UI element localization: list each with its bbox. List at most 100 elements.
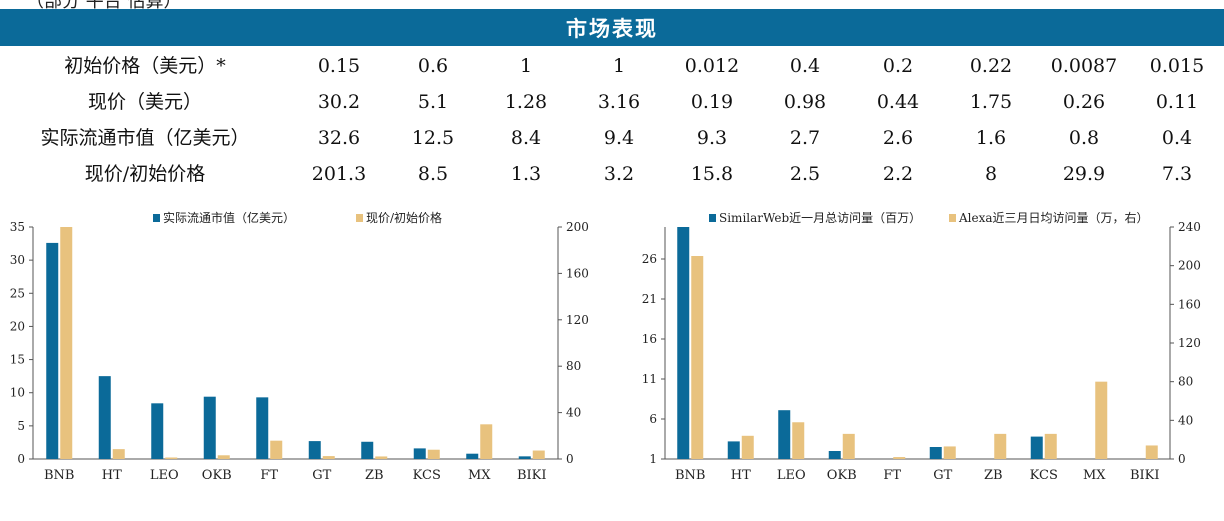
y-tick-label-left: 21 [642,292,657,306]
table-cell: 8.4 [510,127,542,149]
y-tick-label-right: 120 [566,313,589,327]
table-cell: 0.012 [684,55,740,77]
bar-ht-left-series [727,441,740,459]
table-cell: 1 [612,55,626,77]
y-tick-label-left: 6 [649,412,657,426]
bar-biki-left-series [518,456,531,459]
y-tick-label-left: 11 [642,372,657,386]
x-tick-label: FT [260,468,278,483]
bar-zb-left-series [361,441,374,459]
table-cell: 0.98 [783,91,827,113]
bar-bnb-right-series [691,256,704,459]
legend-label: SimilarWeb近一月总访问量（百万） [719,211,921,225]
x-tick-label: GT [312,468,331,483]
table-cell: 0.19 [690,91,734,113]
table-cell: 1.28 [504,91,548,113]
x-tick-label: KCS [413,468,441,483]
bar-leo-right-series [792,422,805,459]
y-tick-label-left: 5 [17,419,25,433]
bar-gt-left-series [929,447,942,459]
y-tick-label-right: 200 [566,220,589,234]
bar-bnb-left-series [46,242,59,459]
table-cell: 0.015 [1149,55,1205,77]
bar-gt-left-series [308,441,321,459]
bar-bnb-right-series [60,227,73,459]
table-cell: 8 [984,163,998,185]
y-tick-label-right: 200 [1178,259,1201,273]
bar-kcs-left-series [1030,436,1043,459]
section-title: 市场表现 [566,15,658,41]
x-tick-label: KCS [1030,468,1058,483]
row-label: 实际流通市值（亿美元） [40,127,250,149]
table-cell: 0.4 [789,55,821,77]
table-cell: 29.9 [1062,163,1106,185]
x-tick-label: BIKI [517,468,547,483]
y-tick-label-left: 26 [642,252,657,266]
bar-bnb-left-series [677,227,690,459]
table-cell: 8.5 [417,163,449,185]
table-cell: 1.75 [969,91,1013,113]
table-cell: 5.1 [417,91,449,113]
bar-gt-right-series [322,456,335,459]
bar-kcs-right-series [427,449,440,459]
bar-ht-left-series [98,376,111,459]
y-tick-label-right: 240 [1178,220,1201,234]
x-tick-label: GT [933,468,952,483]
bar-zb-right-series [375,456,388,459]
table-cell: 12.5 [411,127,455,149]
x-tick-label: ZB [984,468,1003,483]
bar-mx-right-series [480,424,493,459]
y-tick-label-left: 35 [10,220,25,234]
x-tick-label: LEO [150,468,179,483]
y-tick-label-right: 40 [1178,413,1193,427]
legend-label: Alexa近三月日均访问量（万，右） [958,210,1149,225]
y-tick-label-left: 0 [17,452,25,466]
bar-zb-right-series [994,433,1007,459]
table-cell: 3.2 [603,163,635,185]
bar-biki-right-series [1145,445,1158,459]
y-tick-label-left: 1 [649,452,657,466]
table-row: 现价（美元） 30.2 5.1 1.28 3.16 0.19 0.98 0.44… [0,84,1224,120]
market-cap-chart: 0 5 10 15 20 25 30 35 0 40 80 120 160 200 BNB HT LEO OKB F… [10,210,589,483]
bar-okb-left-series [828,451,841,459]
bar-okb-right-series [217,455,230,459]
x-tick-label: MX [468,468,491,483]
table-cell: 9.4 [603,127,635,149]
table-cell: 0.15 [317,55,361,77]
y-tick-label-right: 160 [1178,297,1201,311]
x-tick-label: BNB [675,468,705,483]
y-tick-label-right: 40 [566,406,581,420]
bar-gt-right-series [943,446,956,459]
table-row: 现价/初始价格 201.3 8.5 1.3 3.2 15.8 2.5 2.2 8… [0,156,1224,192]
legend-swatch [153,214,160,222]
table-cell: 32.6 [317,127,361,149]
y-tick-label-right: 80 [566,359,581,373]
bar-biki-right-series [532,450,545,459]
bar-mx-right-series [1095,381,1108,459]
table-row: 初始价格（美元）* 0.15 0.6 1 1 0.012 0.4 0.2 0.2… [0,48,1224,84]
x-tick-label: HT [102,468,122,483]
x-tick-label: BIKI [1130,468,1160,483]
table-cell: 2.6 [882,127,914,149]
y-tick-label-left: 10 [10,386,25,400]
bar-ht-right-series [741,435,754,459]
table-cell: 2.7 [789,127,821,149]
table-cell: 0.11 [1155,91,1199,113]
table-cell: 1 [519,55,533,77]
table-cell: 2.2 [882,163,914,185]
y-tick-label-right: 120 [1178,336,1201,350]
table-cell: 15.8 [690,163,734,185]
y-tick-label-left: 20 [10,319,25,333]
bar-okb-right-series [842,433,855,459]
table-row: 实际流通市值（亿美元） 32.6 12.5 8.4 9.4 9.3 2.7 2.… [0,120,1224,156]
legend-label: 现价/初始价格 [366,210,442,225]
y-tick-label-right: 0 [1178,452,1186,466]
table-cell: 0.4 [1161,127,1193,149]
legend-swatch [356,214,363,222]
legend-swatch [709,214,716,222]
table-cell: 0.2 [882,55,914,77]
x-tick-label: OKB [202,468,232,483]
y-tick-label-left: 16 [642,332,657,346]
table-cell: 0.22 [969,55,1013,77]
table-cell: 3.16 [597,91,641,113]
